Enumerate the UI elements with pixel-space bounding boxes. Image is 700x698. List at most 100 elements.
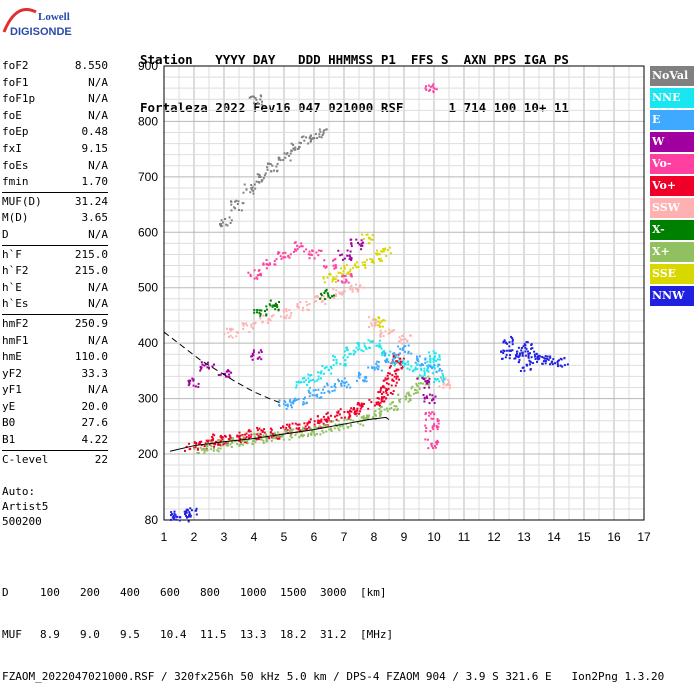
echo-mark <box>233 206 236 209</box>
echo-mark <box>432 83 435 86</box>
echo-mark <box>508 345 511 348</box>
echo-mark <box>424 361 427 364</box>
echo-mark <box>397 368 400 371</box>
echo-mark <box>288 423 291 426</box>
echo-mark <box>398 340 401 343</box>
echo-mark <box>368 237 371 239</box>
echo-mark <box>296 305 299 308</box>
echo-mark <box>301 245 304 248</box>
echo-mark <box>258 356 261 359</box>
echo-mark <box>502 341 505 344</box>
echo-mark <box>236 443 239 446</box>
data-point <box>556 356 569 368</box>
echo-mark <box>245 432 248 435</box>
echo-mark <box>431 372 434 375</box>
echo-mark <box>288 316 291 319</box>
echo-mark <box>384 247 387 250</box>
echo-mark <box>423 386 426 389</box>
echo-mark <box>420 369 423 372</box>
echo-mark <box>420 367 423 370</box>
echo-mark <box>262 263 265 266</box>
echo-mark <box>381 319 383 322</box>
echo-mark <box>280 257 283 260</box>
echo-mark <box>429 412 432 415</box>
echo-mark <box>395 381 398 384</box>
data-point <box>424 411 440 423</box>
echo-mark <box>274 436 276 439</box>
echo-mark <box>211 436 214 438</box>
echo-mark <box>265 433 268 436</box>
echo-mark <box>374 410 377 413</box>
echo-mark <box>392 329 395 332</box>
echo-mark <box>379 325 382 328</box>
data-point <box>313 424 329 436</box>
echo-mark <box>437 422 440 425</box>
echo-mark <box>372 416 375 419</box>
echo-mark <box>277 251 280 254</box>
echo-mark <box>321 365 324 368</box>
echo-mark <box>289 253 292 256</box>
echo-mark <box>322 130 325 133</box>
chart-points <box>170 83 569 523</box>
echo-mark <box>551 360 553 363</box>
echo-mark <box>310 374 313 376</box>
data-point <box>397 344 413 355</box>
echo-mark <box>290 312 293 314</box>
echo-mark <box>442 376 445 379</box>
data-point <box>377 391 389 403</box>
echo-mark <box>307 253 310 256</box>
echo-mark <box>424 383 427 386</box>
echo-mark <box>409 397 412 400</box>
echo-mark <box>365 258 368 261</box>
echo-mark <box>282 426 285 429</box>
echo-mark <box>230 209 233 212</box>
echo-mark <box>408 393 410 396</box>
echo-mark <box>284 430 287 433</box>
echo-mark <box>385 255 388 257</box>
echo-mark <box>559 364 562 367</box>
param-row: hmF2 250.9 <box>2 316 108 333</box>
echo-mark <box>322 415 325 418</box>
echo-mark <box>428 380 431 383</box>
echo-mark <box>217 447 220 450</box>
param-row: C-level 22 <box>2 452 108 469</box>
echo-mark <box>423 367 426 370</box>
echo-mark <box>278 434 281 437</box>
echo-mark <box>264 172 267 175</box>
echo-mark <box>333 258 336 261</box>
echo-mark <box>388 366 391 369</box>
echo-mark <box>383 395 386 398</box>
echo-mark <box>398 352 401 355</box>
echo-mark <box>252 192 255 195</box>
echo-mark <box>513 357 516 360</box>
echo-mark <box>333 355 336 358</box>
echo-mark <box>256 173 259 176</box>
echo-mark <box>274 437 277 440</box>
echo-mark <box>330 429 333 432</box>
data-point <box>170 510 182 521</box>
echo-mark <box>261 430 264 432</box>
data-point <box>438 377 451 389</box>
echo-mark <box>414 366 417 369</box>
echo-mark <box>441 372 444 375</box>
echo-mark <box>285 310 288 313</box>
echo-mark <box>354 411 356 413</box>
param-value: 4.22 <box>81 433 109 447</box>
echo-mark <box>376 364 379 367</box>
echo-mark <box>395 353 397 356</box>
footer-row-value: 11.5 <box>200 628 227 641</box>
echo-mark <box>521 354 524 357</box>
echo-mark <box>398 360 400 363</box>
echo-mark <box>191 377 194 380</box>
echo-mark <box>212 449 215 452</box>
param-label: hmF1 <box>2 333 29 347</box>
echo-mark <box>387 361 390 364</box>
param-separator <box>2 313 108 315</box>
echo-mark <box>398 401 401 404</box>
echo-mark <box>330 420 333 423</box>
echo-mark <box>316 137 319 140</box>
echo-mark <box>425 381 428 384</box>
echo-mark <box>370 261 373 264</box>
echo-mark <box>349 250 352 253</box>
echo-mark <box>251 95 254 98</box>
